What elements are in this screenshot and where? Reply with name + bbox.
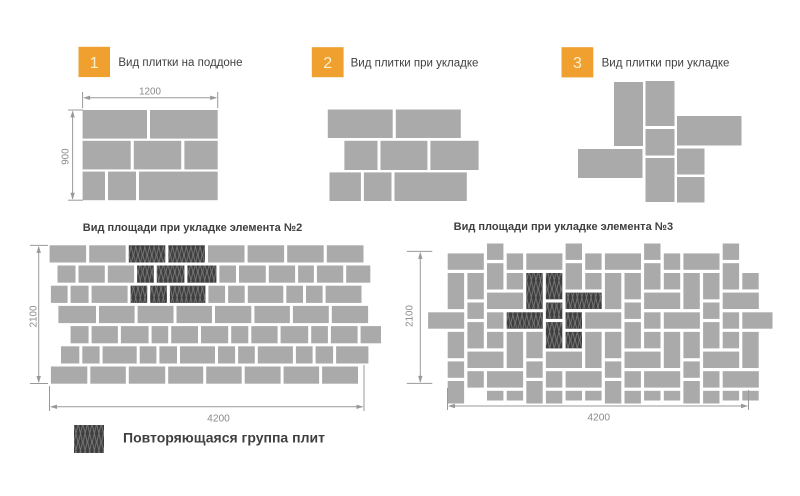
svg-text:900: 900 [61,148,72,165]
svg-text:4200: 4200 [587,413,610,424]
svg-text:Вид площади при укладке элемен: Вид площади при укладке элемента №2 [83,222,302,234]
svg-text:2100: 2100 [405,305,416,327]
svg-text:Вид плитки при укладке: Вид плитки при укладке [602,58,730,70]
svg-text:Вид плитки на поддоне: Вид плитки на поддоне [118,57,242,69]
svg-text:2: 2 [323,55,332,72]
svg-text:1200: 1200 [139,86,161,97]
svg-text:Повторяющаяся группа плит: Повторяющаяся группа плит [123,430,325,446]
svg-text:2100: 2100 [29,305,40,327]
svg-text:3: 3 [573,55,582,72]
svg-text:4200: 4200 [207,413,230,424]
svg-text:1: 1 [90,55,99,72]
svg-text:Вид площади при укладке элемен: Вид площади при укладке элемента №3 [454,221,673,233]
svg-text:Вид плитки при укладке: Вид плитки при укладке [351,57,479,69]
